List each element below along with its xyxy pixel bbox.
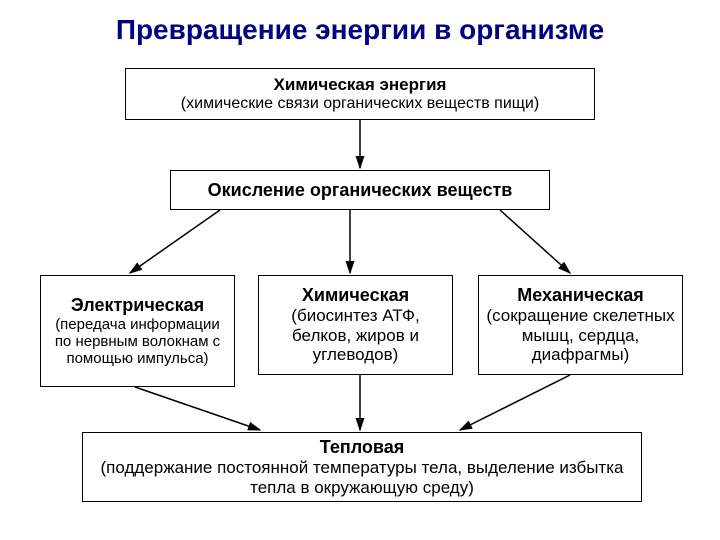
node-thermal-title: Тепловая	[320, 437, 405, 458]
node-electrical-title: Электрическая	[71, 295, 204, 316]
arrow	[460, 375, 570, 430]
arrow	[135, 387, 260, 430]
node-mechanical-title: Механическая	[517, 285, 643, 306]
node-mechanical: Механическая (сокращение скелетных мышц,…	[478, 275, 683, 375]
node-mechanical-sub: (сокращение скелетных мышц, сердца, диаф…	[485, 306, 676, 365]
node-chemical-title: Химическая	[302, 285, 409, 306]
node-electrical-sub: (передача информации по нервным волокнам…	[47, 316, 228, 368]
node-electrical: Электрическая (передача информации по не…	[40, 275, 235, 387]
arrow	[500, 210, 570, 273]
arrow	[130, 210, 220, 273]
node-oxidation-title: Окисление органических веществ	[208, 180, 513, 201]
node-thermal-sub: (поддержание постоянной температуры тела…	[89, 458, 635, 497]
page-title: Превращение энергии в организме	[50, 14, 670, 46]
node-chemical-energy: Химическая энергия (химические связи орг…	[125, 68, 595, 120]
node-thermal: Тепловая (поддержание постоянной темпера…	[82, 432, 642, 502]
diagram-canvas: Превращение энергии в организме Химическ…	[0, 0, 720, 540]
node-chemical-energy-title: Химическая энергия	[274, 75, 447, 95]
node-chemical-energy-sub: (химические связи органических веществ п…	[181, 95, 539, 113]
node-chemical-sub: (биосинтез АТФ, белков, жиров и углеводо…	[265, 306, 446, 365]
node-chemical: Химическая (биосинтез АТФ, белков, жиров…	[258, 275, 453, 375]
node-oxidation: Окисление органических веществ	[170, 170, 550, 210]
